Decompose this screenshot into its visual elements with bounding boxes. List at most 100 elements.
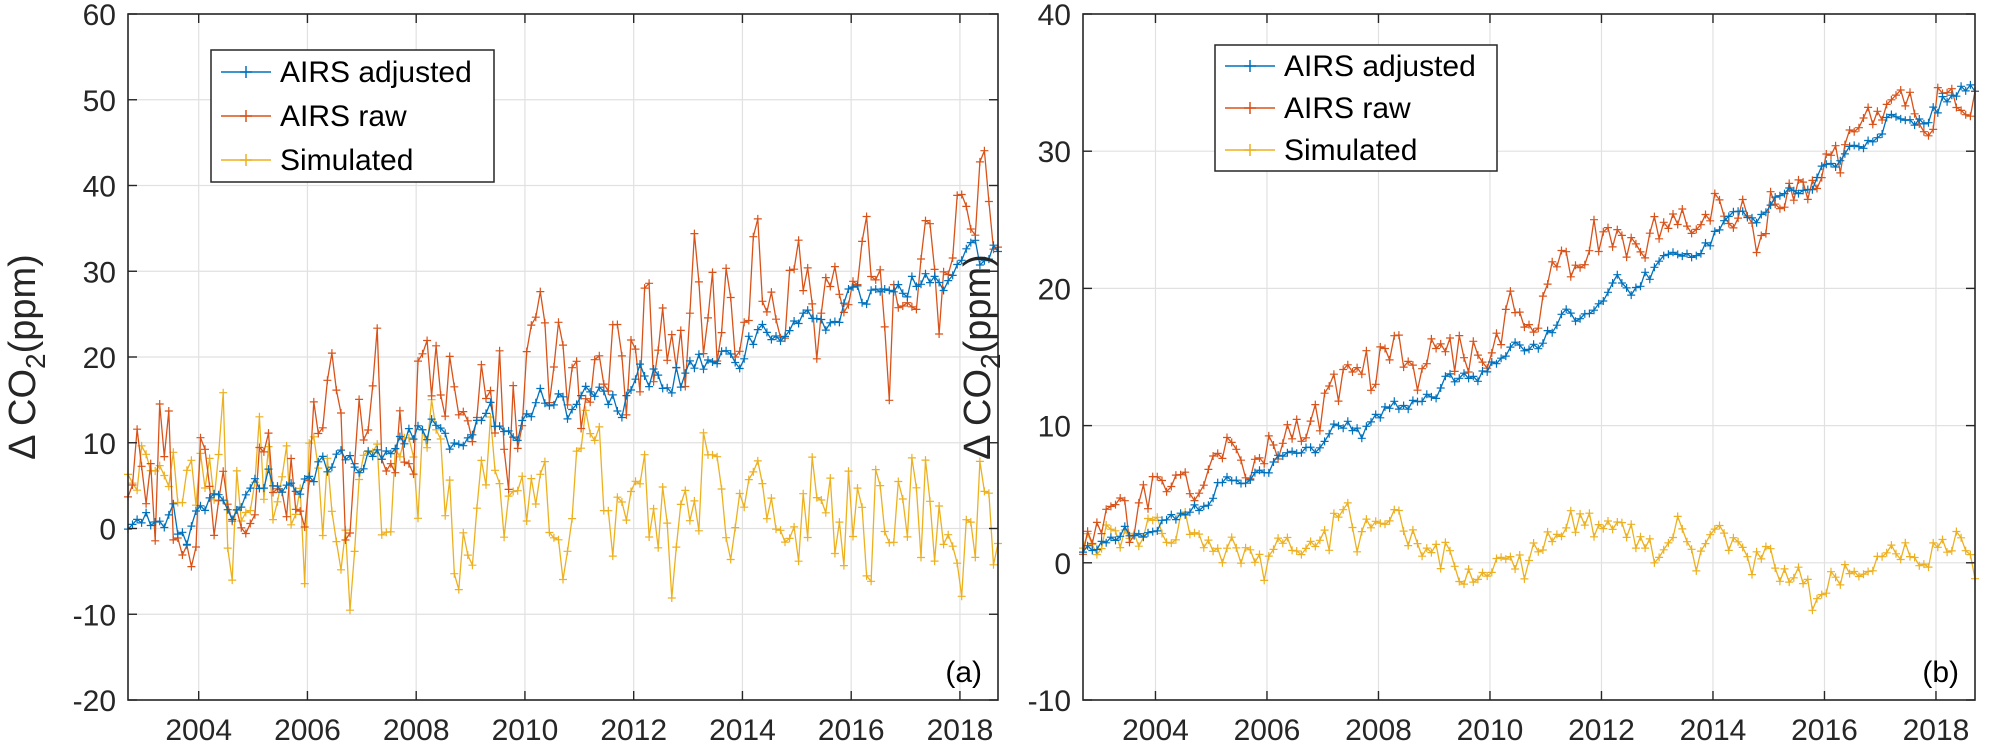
data-point xyxy=(1153,513,1162,522)
data-point xyxy=(957,256,966,265)
data-point xyxy=(1627,233,1636,242)
data-point xyxy=(1910,553,1919,562)
legend-label: AIRS raw xyxy=(1284,92,1411,125)
data-point xyxy=(142,508,151,517)
data-point xyxy=(1650,263,1659,272)
data-point xyxy=(1873,107,1882,116)
data-point xyxy=(1357,434,1366,443)
data-point xyxy=(935,330,944,338)
series-simulated xyxy=(1079,498,1979,615)
data-point xyxy=(726,350,735,358)
data-point xyxy=(359,436,368,444)
data-point xyxy=(482,394,490,403)
data-point xyxy=(1529,340,1538,349)
data-point xyxy=(142,450,151,459)
data-point xyxy=(1306,443,1315,452)
data-point xyxy=(604,400,613,409)
data-point xyxy=(1655,553,1664,562)
data-point xyxy=(975,261,984,269)
data-point xyxy=(640,284,649,293)
data-point xyxy=(749,340,758,349)
data-point xyxy=(1645,534,1654,543)
data-point xyxy=(1241,543,1250,552)
data-point xyxy=(1710,525,1719,534)
data-point xyxy=(658,304,667,312)
data-point xyxy=(1850,141,1859,150)
data-point xyxy=(1924,563,1933,572)
data-point xyxy=(1590,306,1598,315)
data-point xyxy=(1864,103,1873,112)
data-point xyxy=(1497,354,1506,363)
data-point xyxy=(690,364,699,373)
data-point xyxy=(1311,448,1320,457)
data-point xyxy=(1381,402,1389,411)
data-point xyxy=(491,466,499,475)
data-point xyxy=(554,389,563,398)
data-point xyxy=(572,447,581,456)
legend: AIRS adjusted AIRS raw Simulated xyxy=(1214,44,1498,172)
data-point xyxy=(876,481,885,490)
data-point xyxy=(1432,344,1441,353)
data-point xyxy=(753,456,762,465)
data-point xyxy=(1631,544,1640,553)
data-point xyxy=(1761,542,1770,551)
data-point xyxy=(1492,329,1501,338)
data-point xyxy=(658,483,667,491)
data-point xyxy=(835,518,844,527)
data-point xyxy=(799,286,808,295)
data-point xyxy=(1845,569,1854,578)
data-point xyxy=(355,475,364,484)
data-point xyxy=(1757,210,1766,219)
data-point xyxy=(772,525,780,534)
data-point xyxy=(966,518,975,527)
data-point xyxy=(1813,594,1821,603)
legend-marker xyxy=(1244,102,1256,114)
data-point xyxy=(382,467,391,475)
data-point xyxy=(1520,346,1529,355)
data-point xyxy=(1167,539,1176,548)
data-point xyxy=(1371,517,1380,526)
y-tick-label: 40 xyxy=(1038,0,1071,32)
data-point xyxy=(699,349,708,358)
data-point xyxy=(767,494,776,503)
data-point xyxy=(160,452,169,461)
data-point xyxy=(1134,542,1143,551)
data-point xyxy=(1966,550,1975,559)
data-point xyxy=(713,359,722,368)
data-point xyxy=(1362,422,1371,431)
data-point xyxy=(1669,248,1677,257)
data-point xyxy=(1381,344,1389,353)
data-point xyxy=(504,492,513,501)
data-point xyxy=(1278,439,1287,448)
data-point xyxy=(1785,578,1794,587)
data-point xyxy=(1106,533,1115,542)
data-point xyxy=(1864,136,1873,145)
data-point xyxy=(1808,185,1817,194)
legend-label: AIRS raw xyxy=(280,100,407,133)
data-point xyxy=(1701,238,1710,247)
data-point xyxy=(984,197,993,206)
data-point xyxy=(436,424,445,433)
data-point xyxy=(1246,545,1255,554)
data-point xyxy=(1353,424,1362,433)
data-point xyxy=(1692,566,1701,575)
data-point xyxy=(1664,224,1673,233)
data-point xyxy=(1599,297,1608,305)
x-tick-label: 2010 xyxy=(492,714,559,747)
data-point xyxy=(744,316,753,325)
data-point xyxy=(1306,537,1315,546)
data-point xyxy=(1269,458,1278,466)
data-point xyxy=(1334,421,1343,430)
data-point xyxy=(989,560,998,569)
series-airs-raw xyxy=(124,146,1002,571)
data-point xyxy=(948,542,957,551)
data-point xyxy=(1822,589,1831,598)
data-point xyxy=(214,450,223,459)
data-point xyxy=(708,268,717,277)
data-point xyxy=(536,470,545,479)
data-point xyxy=(1302,433,1310,442)
data-point xyxy=(681,486,690,495)
data-point xyxy=(812,493,821,502)
data-point xyxy=(323,376,332,385)
data-point xyxy=(264,465,273,474)
